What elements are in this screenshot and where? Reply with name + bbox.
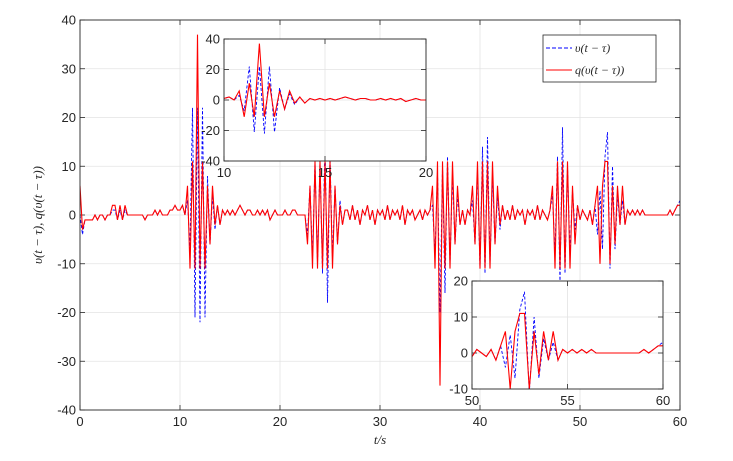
main-series-group — [80, 34, 680, 386]
main-series-line-q — [80, 34, 680, 386]
inset2-axes-frame — [471, 280, 664, 390]
inset-plot-50-60: 50 55 60 -10 0 10 20 — [449, 274, 670, 408]
main-y-tick-label: 40 — [62, 13, 76, 28]
inset1-axes-frame — [223, 38, 427, 162]
inset2-x-tick-label: 50 — [465, 393, 479, 408]
legend: υ(t − τ) q(υ(t − τ)) — [542, 34, 657, 83]
main-x-tick-label: 10 — [173, 414, 187, 429]
main-x-tick-label: 20 — [273, 414, 287, 429]
inset2-x-tick-label: 55 — [560, 393, 574, 408]
inset1-y-tick-label: 0 — [213, 93, 220, 108]
legend-label-q: q(υ(t − τ)) — [575, 63, 624, 77]
main-axes-frame — [79, 19, 681, 411]
main-x-tick-label: 50 — [573, 414, 587, 429]
main-y-tick-label: 20 — [62, 110, 76, 125]
main-y-tick-label: -30 — [57, 354, 76, 369]
main-y-tick-label: 10 — [62, 159, 76, 174]
inset1-y-tick-label: -20 — [201, 123, 220, 138]
main-y-tick-label: -10 — [57, 256, 76, 271]
main-x-tick-label: 30 — [373, 414, 387, 429]
inset2-y-tick-label: -10 — [449, 382, 468, 397]
inset1-x-tick-label: 10 — [217, 165, 231, 180]
main-x-tick-label: 60 — [673, 414, 687, 429]
main-y-tick-label: -20 — [57, 305, 76, 320]
inset1-x-tick-label: 15 — [318, 165, 332, 180]
main-y-tick-label: 0 — [69, 208, 76, 223]
main-y-tick-label: 30 — [62, 61, 76, 76]
legend-label-v: υ(t − τ) — [575, 41, 610, 55]
inset1-y-tick-label: 40 — [206, 32, 220, 47]
y-axis-label: υ(t − τ), q(υ(t − τ)) — [30, 166, 45, 264]
main-y-tick-label: -40 — [57, 403, 76, 418]
inset2-y-tick-label: 10 — [454, 310, 468, 325]
inset1-y-tick-label: 20 — [206, 62, 220, 77]
inset-plot-10-20: 10 15 20 -40 -20 0 20 40 — [201, 32, 433, 180]
x-axis-label: t/s — [374, 432, 386, 447]
inset2-y-tick-label: 20 — [454, 274, 468, 289]
main-x-tick-label: 40 — [473, 414, 487, 429]
inset2-y-tick-label: 0 — [461, 346, 468, 361]
inset2-x-tick-label: 60 — [656, 393, 670, 408]
inset1-y-tick-label: -40 — [201, 154, 220, 169]
inset1-x-tick-label: 20 — [419, 165, 433, 180]
legend-box — [542, 34, 657, 83]
main-x-tick-label: 0 — [76, 414, 83, 429]
